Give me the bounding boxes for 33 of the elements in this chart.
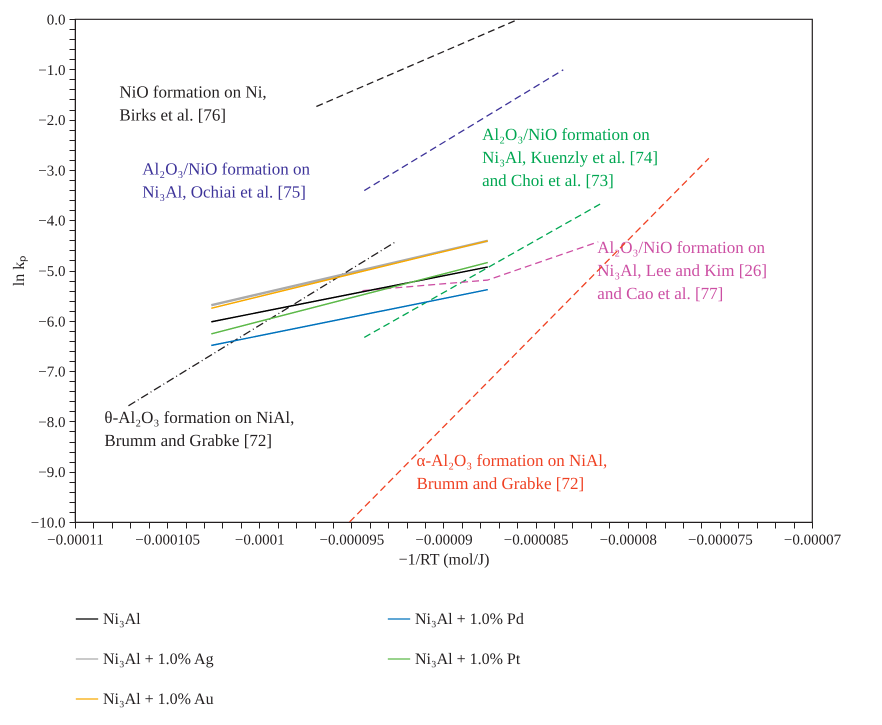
series-label: Al₂O₃/NiO formation on Ni₃Al, Lee and Kim [26] and Cao et al. [77]: [597, 238, 768, 303]
y-tick-label: −7.0: [38, 364, 66, 381]
series-label: α-Al₂O₃ formation on NiAl, Brumm and Grabke [72]: [416, 451, 608, 493]
x-tick-label: −0.00009: [415, 532, 473, 548]
y-tick-label: −10.0: [30, 516, 66, 532]
x-tick-label: −0.000095: [320, 532, 384, 548]
y-tick-label: −6.0: [38, 314, 66, 330]
y-tick-label: −8.0: [38, 414, 66, 431]
x-tick-label: −0.00008: [600, 532, 657, 548]
text: Al₂O₃/NiO formation on Ni₃Al, Kuenzly et al. [74] and Choi et al. [73]: [482, 125, 658, 190]
y-tick-label: −3.0: [38, 163, 66, 180]
y-tick-label: −2.0: [38, 113, 66, 130]
y-tick-label: 0.0: [46, 12, 66, 28]
legend-label: Ni₃Al: [103, 611, 142, 628]
legend-label: Ni₃Al + 1.0% Pt: [415, 651, 521, 668]
legend-label: Ni₃Al + 1.0% Pd: [415, 611, 524, 628]
x-tick-label: −0.000085: [504, 532, 568, 548]
x-tick-label: −0.00007: [784, 532, 842, 548]
y-tick-label: −9.0: [38, 465, 66, 482]
y-tick-label: −1.0: [38, 62, 66, 79]
y-tick-label: −5.0: [38, 264, 66, 280]
x-tick-label: −0.00011: [47, 532, 104, 548]
x-tick-label: −0.000075: [688, 532, 753, 548]
x-tick-label: −0.0001: [234, 532, 285, 548]
y-tick-label: −4.0: [38, 214, 66, 230]
x-axis-title: −1/RT (mol/J): [398, 552, 490, 568]
x-tick-label: −0.000105: [135, 532, 200, 548]
legend-label: Ni₃Al + 1.0% Au: [103, 691, 214, 708]
text: Al₂O₃/NiO formation on Ni₃Al, Ochiai et al. [75]: [142, 160, 310, 202]
series-label: θ-Al₂O₃ formation on NiAl, Brumm and Grabke [72]: [104, 408, 294, 450]
y-axis-title: ln kₚ: [10, 256, 28, 286]
text: NiO formation on Ni, Birks et al. [76]: [119, 82, 267, 125]
legend-label: Ni₃Al + 1.0% Ag: [103, 651, 214, 668]
